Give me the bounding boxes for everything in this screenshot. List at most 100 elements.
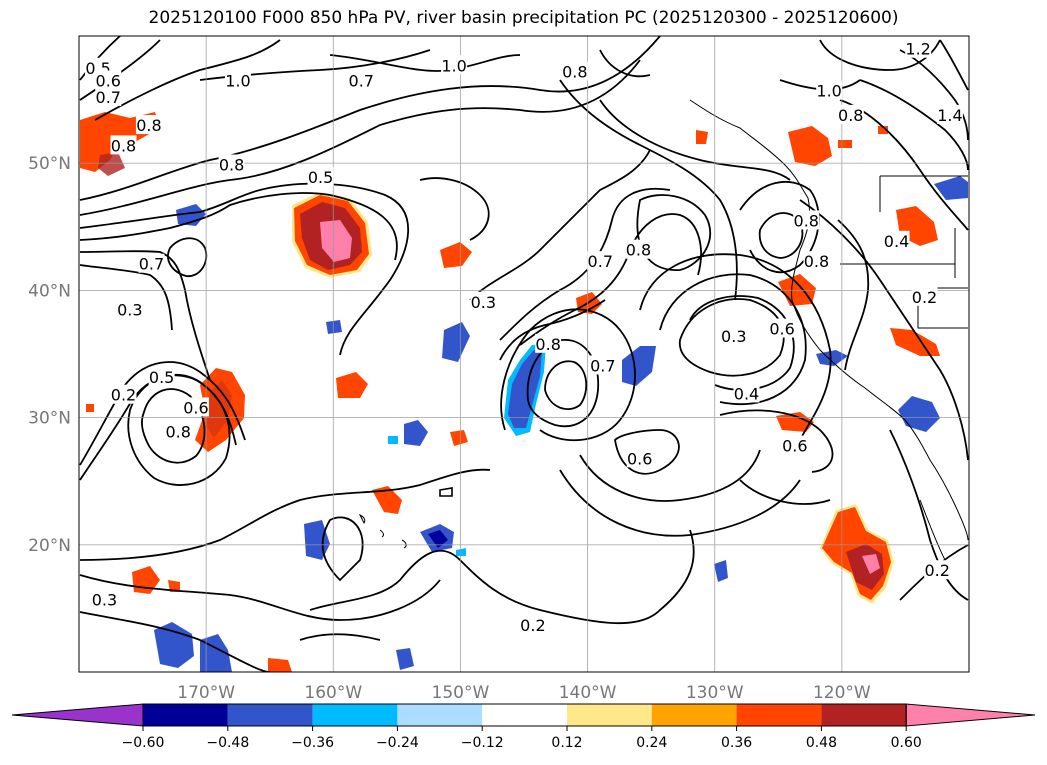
contour-label-bg [769,318,796,338]
contour-label-bg [816,80,843,100]
contour-label: 0.8 [794,211,819,230]
contour-label-bg [95,87,122,107]
contour-label: 0.8 [219,155,244,174]
contour-label-bg [307,167,334,187]
contour-label: 0.8 [804,252,829,271]
contour-label-bg [936,104,963,124]
contour-label: 0.7 [590,356,615,375]
lon-tick-label: 140°W [559,683,617,703]
contour-label-bg [218,154,245,174]
contour-label-bg [138,253,165,273]
contour-label: 0.6 [782,437,807,456]
colorbar-tick-label: 0.60 [891,735,922,751]
colorbar-segment [397,704,483,726]
map-frame [78,35,970,673]
contour-label: 1.0 [225,72,250,91]
contour-label-bg [781,435,808,455]
contour-label-bg [883,230,910,250]
contour-label: 0.7 [349,72,374,91]
colorbar-segment [312,704,398,726]
contour-label-bg [116,299,143,319]
contour-label-bg [587,251,614,271]
contour-label: 0.8 [626,241,651,260]
lat-tick-label: 40°N [28,281,71,301]
contour-label-bg [110,384,137,404]
colorbar-segment [736,704,822,726]
contour-label-bg [348,70,375,90]
contour-label: 0.6 [769,320,794,339]
contour-label: 0.2 [520,616,545,635]
contour-label: 0.3 [117,300,142,319]
colorbar-segment [143,704,228,726]
contour-label-bg [905,38,932,58]
contour-label: 0.8 [136,116,161,135]
contour-label: 0.8 [562,63,587,82]
contour-label-bg [837,104,864,124]
contour-label-bg [561,61,588,81]
contour-label: 0.8 [111,136,136,155]
contour-label-bg [589,355,616,375]
colorbar-tick-label: −0.48 [206,735,249,751]
colorbar: −0.60 −0.48 −0.36 −0.24 −0.12 0.12 0.24 0.36 0.4… [11,703,1036,751]
contour-label: 0.6 [627,449,652,468]
contour-label: 0.8 [838,106,863,125]
contour-label-bg [224,70,251,90]
colorbar-frame [142,703,907,727]
contour-label: 1.0 [816,82,841,101]
contour-label: 0.4 [884,232,909,251]
lon-tick-label: 130°W [686,683,744,703]
contour-label: 0.5 [149,368,174,387]
contour-label-bg [110,135,137,155]
contour-label-bg [135,115,162,135]
contour-label: 0.7 [96,88,121,107]
contour-label-bg [793,210,820,230]
colorbar-segment [651,704,737,726]
lon-tick-label: 150°W [432,683,490,703]
lat-tick-label: 50°N [28,154,71,174]
contour-label: 0.3 [721,327,746,346]
precip-anomaly-fill [80,112,968,672]
lon-tick-label: 160°W [304,683,362,703]
contour-label-bg [165,421,192,441]
pv-contour-lines [79,36,969,672]
contour-label: 0.7 [139,255,164,274]
colorbar-tick-label: −0.12 [461,735,504,751]
contour-label: 0.3 [471,293,496,312]
contour-label-bg [626,448,653,468]
contour-label-bg [911,286,938,306]
contour-label: 1.4 [937,106,962,125]
lon-tick-label: 120°W [813,683,871,703]
contour-label: 0.8 [535,335,560,354]
contour-label: 0.7 [588,252,613,271]
contour-label: 0.2 [111,386,136,405]
contour-label-bg [803,251,830,271]
contour-label-bg [519,614,546,634]
contour-label: 0.2 [924,561,949,580]
contour-labels: 0.50.60.71.01.00.7 0.81.01.21.40.80.80.80… [85,38,963,635]
contour-label: 0.6 [183,398,208,417]
lon-tick-label: 170°W [177,683,235,703]
contour-label: 1.0 [441,56,466,75]
contour-label-bg [148,366,175,386]
contour-label-bg [924,560,951,580]
colorbar-tick-label: 0.12 [551,735,582,751]
contour-label-bg [720,326,747,346]
coastlines [358,99,969,561]
colorbar-segment [482,704,567,726]
contour-label-bg [535,333,562,353]
contour-label: 0.3 [92,590,117,609]
contour-label: 0.5 [308,168,333,187]
contour-label-bg [470,291,497,311]
contour-label: 1.2 [905,40,930,59]
contour-label-bg [733,383,760,403]
contour-label-bg [182,397,209,417]
contour-label: 0.2 [912,288,937,307]
contour-label: 0.6 [96,72,121,91]
contour-label: 0.4 [734,384,759,403]
colorbar-tick-label: 0.24 [636,735,667,751]
colorbar-tick-label: −0.36 [291,735,334,751]
colorbar-tick-label: −0.60 [122,735,165,751]
colorbar-tick-label: 0.48 [806,735,837,751]
colorbar-tick-label: 0.36 [721,735,752,751]
